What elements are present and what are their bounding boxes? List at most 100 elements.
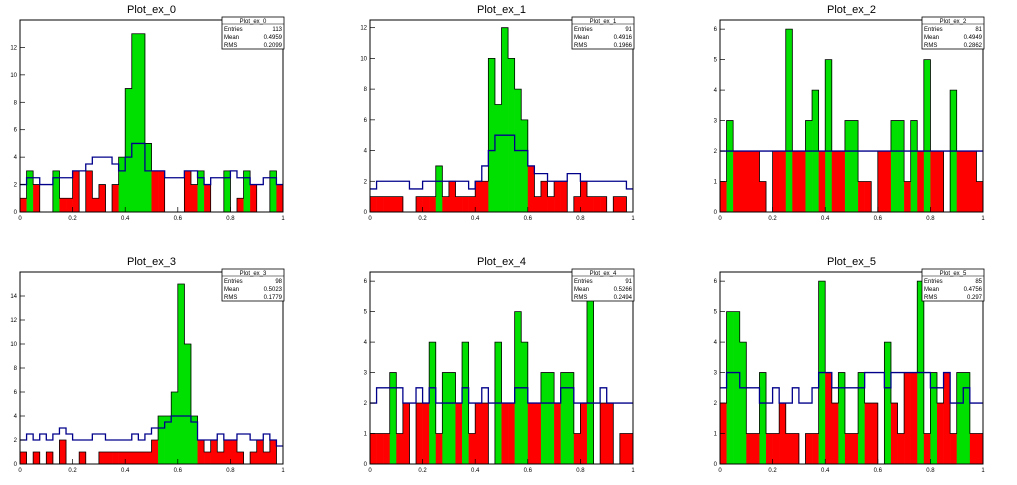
histogram-bin <box>805 433 813 464</box>
histogram-panel: 0 1 2 3 4 5 6 0 0.2 0.4 0.6 0.8 1 Plot_ex_5 Plot_ex_5 E… <box>714 256 986 474</box>
histogram-bin <box>66 198 73 212</box>
histogram-bin <box>540 372 548 464</box>
histogram-bin <box>976 181 984 212</box>
histogram-bin <box>481 403 489 464</box>
y-tick-label: 2 <box>364 401 368 407</box>
stats-value: 0.5266 <box>614 287 633 293</box>
stats-name: Plot_ex_3 <box>240 271 267 277</box>
histogram-bin <box>230 440 238 464</box>
y-tick-label: 8 <box>364 87 368 93</box>
histogram-bin <box>131 452 139 464</box>
histogram-bin <box>481 181 489 212</box>
histogram-bin <box>190 416 198 464</box>
histogram-bin <box>805 120 813 212</box>
y-tick-label: 0 <box>364 462 368 468</box>
histogram-bin <box>59 440 67 464</box>
stats-box <box>221 268 285 302</box>
x-tick-label: 0.4 <box>121 468 130 474</box>
histogram-bin <box>125 88 133 212</box>
stats-box <box>921 16 985 50</box>
histogram-bin <box>435 433 443 464</box>
reference-line <box>370 134 633 190</box>
x-tick-label: 1 <box>981 216 985 222</box>
x-tick-label: 1 <box>631 216 635 222</box>
histogram-bin <box>943 372 951 464</box>
histogram-panel: 0 2 4 6 8 10 12 0 0.2 0.4 0.6 0.8 1 Plot_ex_0 Plot_ex_… <box>10 4 285 222</box>
histogram-bin <box>792 151 800 212</box>
y-tick-label: 4 <box>364 149 368 155</box>
stats-value: 91 <box>625 27 632 33</box>
histogram-bin <box>442 372 450 464</box>
histogram-bin <box>613 196 621 212</box>
histogram-bin <box>389 196 397 212</box>
histogram-bin <box>936 403 944 464</box>
histogram-bin <box>864 181 872 212</box>
histogram-bin <box>144 452 152 464</box>
histogram-bin <box>46 452 54 464</box>
x-tick-label: 0.2 <box>768 468 777 474</box>
histogram-bin <box>956 372 964 464</box>
histogram-bin <box>158 416 165 464</box>
histogram-bin <box>831 151 839 212</box>
histogram-bin <box>442 196 450 212</box>
x-tick-label: 0.8 <box>576 468 585 474</box>
histogram-bin <box>534 196 542 212</box>
histogram-bin <box>171 392 179 464</box>
x-tick-label: 0.8 <box>926 468 935 474</box>
stats-label: Entries <box>224 27 243 33</box>
histogram-bin <box>910 120 918 212</box>
histogram-bin <box>897 433 905 464</box>
x-tick-label: 0.2 <box>418 468 427 474</box>
histogram-bin <box>772 433 780 464</box>
histogram-bin <box>746 433 754 464</box>
x-tick-label: 0.4 <box>121 216 130 222</box>
histogram-bin <box>217 452 225 464</box>
histogram-bin <box>98 184 106 212</box>
histogram-bin <box>871 403 879 464</box>
histogram-bin <box>963 151 971 212</box>
histogram-bin <box>429 342 437 464</box>
stats-value: 0.1966 <box>614 43 633 49</box>
histogram-bin <box>858 181 865 212</box>
histogram-bin <box>792 433 800 464</box>
histogram-bin <box>534 403 542 464</box>
histogram-bin <box>435 165 443 212</box>
x-tick-label: 0.6 <box>524 216 533 222</box>
x-tick-label: 0.6 <box>874 468 883 474</box>
histogram-bin <box>501 403 509 464</box>
stats-value: 0.5023 <box>264 287 283 293</box>
histogram-bin <box>269 170 277 212</box>
histogram-bin <box>204 184 211 212</box>
histogram-bin <box>190 184 198 212</box>
histogram-bin <box>396 196 404 212</box>
histogram-bin <box>720 181 727 212</box>
histogram-bin <box>547 196 555 212</box>
histogram-bin <box>164 416 172 464</box>
histogram-bin <box>904 372 911 464</box>
histogram-bin <box>739 151 747 212</box>
histogram-bin <box>950 433 957 464</box>
histogram-bin <box>118 452 126 464</box>
stats-label: RMS <box>224 43 237 49</box>
histogram-bin <box>864 403 872 464</box>
histogram-bin <box>92 198 100 212</box>
stats-value: 0.2099 <box>264 43 283 49</box>
histogram-bin <box>619 196 627 212</box>
histogram-bin <box>488 58 496 213</box>
histogram-bin <box>276 184 284 212</box>
y-tick-label: 8 <box>14 366 18 372</box>
histogram-bin <box>969 433 977 464</box>
histogram-bin <box>85 170 93 212</box>
histogram-bin <box>389 372 397 464</box>
histogram-bin <box>904 181 911 212</box>
histogram-bin <box>812 433 819 464</box>
stats-value: 113 <box>272 27 282 33</box>
histogram-bin <box>580 403 588 464</box>
histogram-bin <box>930 372 938 464</box>
stats-value: 0.2494 <box>614 295 633 301</box>
reference-line <box>720 371 983 404</box>
histogram-bin <box>112 184 119 212</box>
y-tick-label: 6 <box>714 27 718 33</box>
histogram-bin <box>923 433 931 464</box>
histogram-bin <box>586 196 594 212</box>
